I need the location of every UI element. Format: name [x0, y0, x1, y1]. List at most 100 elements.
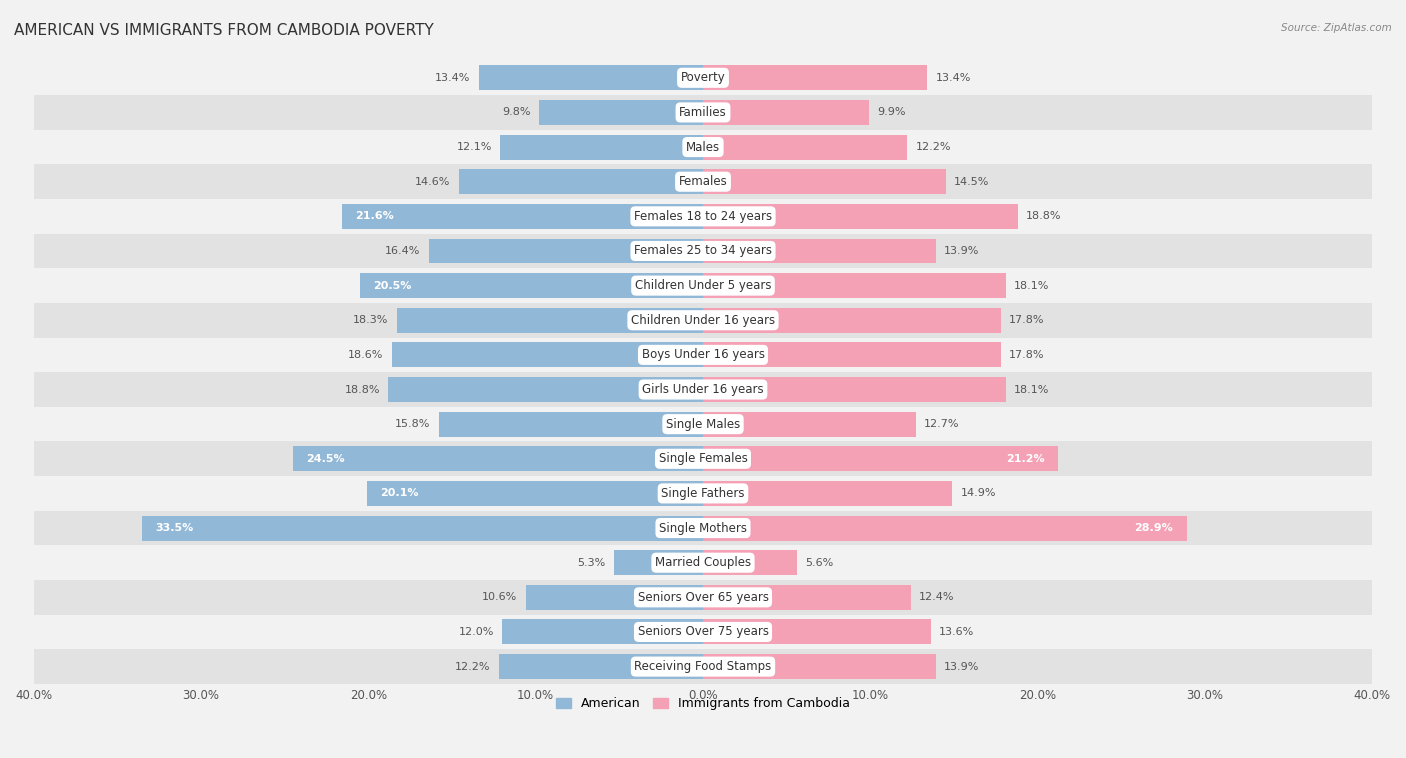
Text: 13.9%: 13.9% [943, 246, 980, 256]
Text: 12.4%: 12.4% [920, 592, 955, 603]
Bar [292, 446, 703, 471]
Text: 13.6%: 13.6% [939, 627, 974, 637]
Bar [429, 239, 703, 264]
Bar [342, 204, 703, 229]
Bar [502, 619, 703, 644]
Bar [34, 441, 1372, 476]
Text: 18.1%: 18.1% [1014, 384, 1050, 394]
Text: Married Couples: Married Couples [655, 556, 751, 569]
Text: Poverty: Poverty [681, 71, 725, 84]
Bar [396, 308, 703, 333]
Text: 16.4%: 16.4% [385, 246, 420, 256]
Text: 28.9%: 28.9% [1135, 523, 1173, 533]
Text: 12.2%: 12.2% [456, 662, 491, 672]
Text: Seniors Over 65 years: Seniors Over 65 years [637, 590, 769, 604]
Bar [703, 377, 1005, 402]
Text: 18.8%: 18.8% [1026, 211, 1062, 221]
Bar [142, 515, 703, 540]
Text: Receiving Food Stamps: Receiving Food Stamps [634, 660, 772, 673]
Bar [703, 308, 1001, 333]
Text: 13.4%: 13.4% [935, 73, 972, 83]
Bar [501, 135, 703, 159]
Text: 18.3%: 18.3% [353, 315, 388, 325]
Bar [34, 545, 1372, 580]
Bar [34, 199, 1372, 233]
Text: 17.8%: 17.8% [1010, 315, 1045, 325]
Text: Males: Males [686, 140, 720, 154]
Bar [34, 615, 1372, 650]
Bar [703, 585, 911, 609]
Legend: American, Immigrants from Cambodia: American, Immigrants from Cambodia [551, 692, 855, 715]
Bar [34, 164, 1372, 199]
Text: Single Females: Single Females [658, 453, 748, 465]
Bar [703, 550, 797, 575]
Text: 18.8%: 18.8% [344, 384, 380, 394]
Text: 21.6%: 21.6% [354, 211, 394, 221]
Text: Seniors Over 75 years: Seniors Over 75 years [637, 625, 769, 638]
Text: Females 25 to 34 years: Females 25 to 34 years [634, 245, 772, 258]
Bar [367, 481, 703, 506]
Bar [458, 169, 703, 194]
Bar [392, 343, 703, 368]
Bar [478, 65, 703, 90]
Bar [614, 550, 703, 575]
Bar [34, 337, 1372, 372]
Bar [703, 515, 1187, 540]
Text: 21.2%: 21.2% [1005, 454, 1045, 464]
Text: Boys Under 16 years: Boys Under 16 years [641, 349, 765, 362]
Text: 20.1%: 20.1% [380, 488, 419, 499]
Text: Single Mothers: Single Mothers [659, 522, 747, 534]
Bar [703, 65, 928, 90]
Text: AMERICAN VS IMMIGRANTS FROM CAMBODIA POVERTY: AMERICAN VS IMMIGRANTS FROM CAMBODIA POV… [14, 23, 434, 38]
Bar [34, 511, 1372, 545]
Bar [34, 130, 1372, 164]
Text: 14.6%: 14.6% [415, 177, 450, 186]
Bar [703, 446, 1057, 471]
Text: 5.6%: 5.6% [806, 558, 834, 568]
Text: Source: ZipAtlas.com: Source: ZipAtlas.com [1281, 23, 1392, 33]
Text: 33.5%: 33.5% [156, 523, 194, 533]
Bar [34, 233, 1372, 268]
Bar [703, 654, 935, 679]
Bar [34, 650, 1372, 684]
Bar [34, 61, 1372, 95]
Bar [703, 204, 1018, 229]
Text: 14.5%: 14.5% [955, 177, 990, 186]
Bar [526, 585, 703, 609]
Bar [388, 377, 703, 402]
Text: 15.8%: 15.8% [395, 419, 430, 429]
Text: Children Under 5 years: Children Under 5 years [634, 279, 772, 292]
Bar [703, 239, 935, 264]
Text: 9.8%: 9.8% [502, 108, 530, 117]
Text: Single Males: Single Males [666, 418, 740, 431]
Bar [34, 372, 1372, 407]
Bar [34, 95, 1372, 130]
Bar [439, 412, 703, 437]
Text: 12.2%: 12.2% [915, 142, 950, 152]
Bar [34, 580, 1372, 615]
Text: 18.6%: 18.6% [347, 350, 384, 360]
Bar [360, 273, 703, 298]
Bar [34, 407, 1372, 441]
Text: 12.0%: 12.0% [458, 627, 494, 637]
Text: 18.1%: 18.1% [1014, 280, 1050, 290]
Bar [703, 100, 869, 125]
Text: Females 18 to 24 years: Females 18 to 24 years [634, 210, 772, 223]
Bar [34, 476, 1372, 511]
Text: 5.3%: 5.3% [578, 558, 606, 568]
Bar [703, 135, 907, 159]
Text: Females: Females [679, 175, 727, 188]
Bar [34, 268, 1372, 303]
Text: 20.5%: 20.5% [374, 280, 412, 290]
Text: 14.9%: 14.9% [960, 488, 997, 499]
Text: Families: Families [679, 106, 727, 119]
Text: 13.9%: 13.9% [943, 662, 980, 672]
Bar [499, 654, 703, 679]
Bar [703, 481, 952, 506]
Bar [703, 169, 946, 194]
Text: 12.7%: 12.7% [924, 419, 959, 429]
Text: 17.8%: 17.8% [1010, 350, 1045, 360]
Text: Children Under 16 years: Children Under 16 years [631, 314, 775, 327]
Text: 13.4%: 13.4% [434, 73, 471, 83]
Text: Girls Under 16 years: Girls Under 16 years [643, 383, 763, 396]
